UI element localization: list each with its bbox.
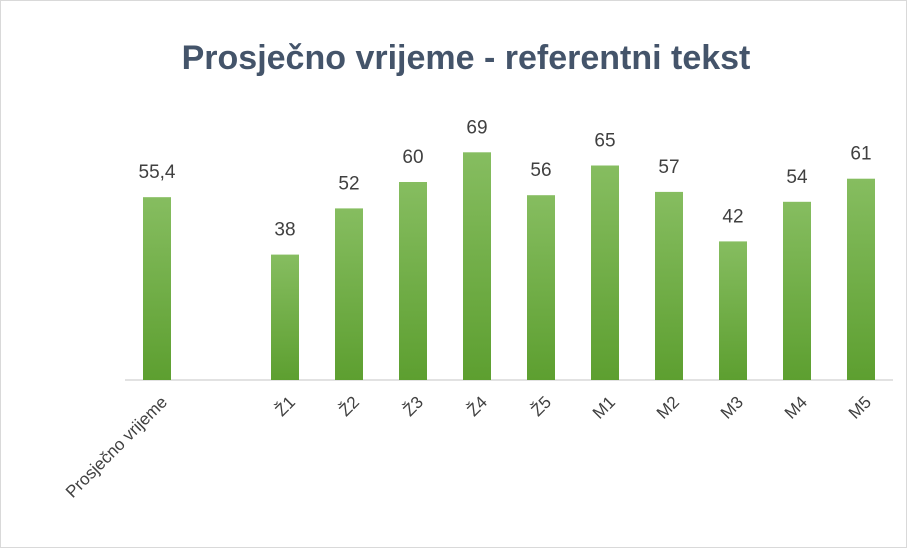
data-label: 42 <box>722 206 743 227</box>
data-label: 38 <box>274 220 295 241</box>
bar <box>335 208 363 380</box>
data-label: 57 <box>658 157 679 178</box>
data-label: 61 <box>850 144 871 165</box>
bar <box>143 197 171 380</box>
bar <box>783 201 811 380</box>
data-label: 65 <box>594 131 615 152</box>
chart-title: Prosječno vrijeme - referentni tekst <box>182 39 751 77</box>
bar <box>719 241 747 380</box>
bar <box>463 152 491 380</box>
bar <box>847 178 875 380</box>
data-label: 60 <box>402 147 423 168</box>
bar <box>399 182 427 380</box>
bar <box>655 191 683 380</box>
data-label: 69 <box>466 117 487 138</box>
bar <box>527 195 555 380</box>
data-label: 54 <box>786 167 808 188</box>
data-label: 52 <box>338 173 359 194</box>
data-label: 56 <box>530 160 551 181</box>
bar <box>591 165 619 380</box>
bar <box>271 254 299 380</box>
data-label: 55,4 <box>139 162 176 183</box>
